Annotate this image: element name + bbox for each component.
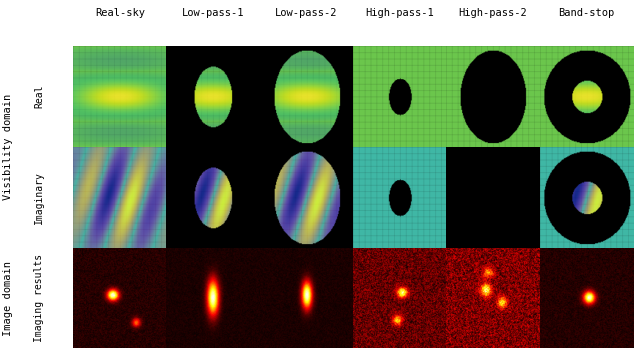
Text: High-pass-2: High-pass-2: [459, 8, 527, 18]
Text: Visibility domain: Visibility domain: [3, 94, 13, 200]
Text: Low-pass-1: Low-pass-1: [182, 8, 244, 18]
Text: Low-pass-2: Low-pass-2: [275, 8, 338, 18]
Text: Real-sky: Real-sky: [95, 8, 145, 18]
Text: Imaginary: Imaginary: [34, 171, 45, 224]
Text: Imaging results: Imaging results: [34, 254, 45, 342]
Text: Image domain: Image domain: [3, 260, 13, 335]
Text: Real: Real: [34, 84, 45, 108]
Text: Band-stop: Band-stop: [558, 8, 614, 18]
Text: High-pass-1: High-pass-1: [365, 8, 434, 18]
